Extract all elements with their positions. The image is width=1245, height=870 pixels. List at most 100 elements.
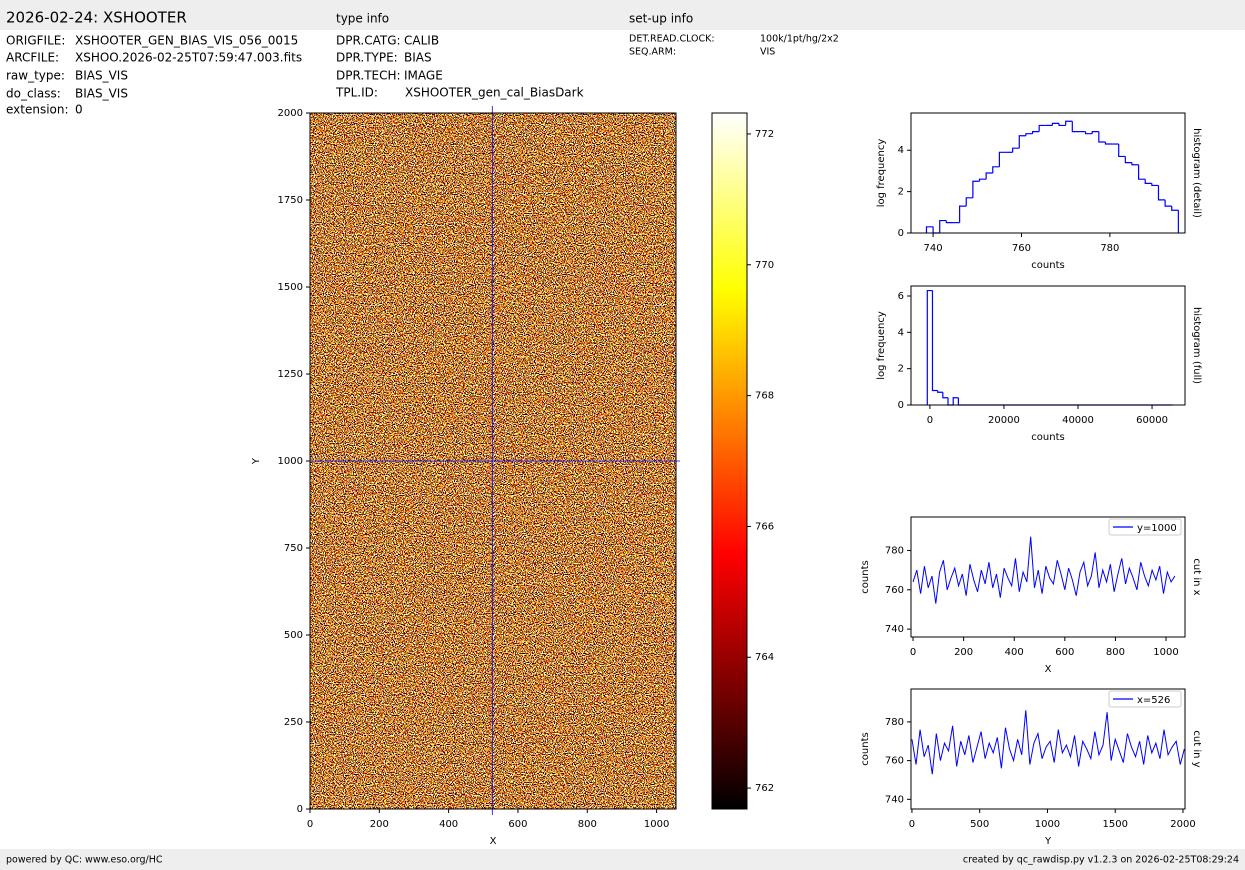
x-axis-label: X [490, 836, 497, 847]
info-label: ORIGFILE: [6, 34, 65, 48]
y-tick-label: 1250 [278, 369, 303, 380]
histogram-step [978, 178, 987, 182]
histogram-step [937, 390, 943, 393]
header-bar [0, 0, 1245, 30]
x-tick-label: 1000 [1153, 647, 1178, 658]
histogram-step [1038, 124, 1046, 132]
panel: 740 760 780 0 2 4 counts log frequency histogram… [876, 112, 1202, 271]
type-info-title: type info [336, 12, 389, 26]
axes-frame [910, 285, 1186, 406]
histogram-step [1104, 141, 1113, 145]
histogram-step [1012, 147, 1020, 153]
x-axis-label: counts [1031, 432, 1064, 443]
footer-right: created by qc_rawdisp.py v1.2.3 on 2026-… [963, 855, 1239, 866]
histogram-step [1051, 122, 1060, 126]
x-tick-label: 200 [954, 647, 973, 658]
y-tick-label: 764 [755, 652, 774, 663]
page-title: 2026-02-24: XSHOOTER [6, 9, 187, 27]
histogram-step [1157, 185, 1166, 201]
axes-frame [711, 112, 748, 810]
x-tick-label: 20000 [988, 415, 1020, 426]
y-tick-label: 772 [755, 129, 774, 140]
info-value: XSHOOTER_GEN_BIAS_VIS_056_0015 [75, 34, 298, 48]
axes-frame [910, 112, 1186, 234]
y-axis-label: log frequency [876, 139, 887, 208]
histogram-step [1071, 121, 1079, 133]
histogram-step [1151, 183, 1159, 187]
panel: 0 200 400 600 800 1000 0 250 500 750 1000 1250 1500 1… [251, 106, 680, 847]
info-value: XSHOOTER_gen_cal_BiasDark [405, 86, 584, 100]
info-label: DET.READ.CLOCK: [629, 34, 715, 45]
histogram-step [1091, 131, 1099, 134]
y-tick-label: 762 [755, 783, 774, 794]
histogram-step [1065, 120, 1073, 126]
colorbar-gradient [712, 113, 747, 809]
y-axis-label: log frequency [876, 311, 887, 380]
footer-left: powered by QC: www.eso.org/HC [6, 855, 163, 866]
panel: 0 20000 40000 60000 0 2 4 6 counts log frequency h… [876, 285, 1202, 443]
info-label: do_class: [6, 87, 61, 101]
x-tick-label: 0 [910, 647, 916, 658]
histogram-step [998, 151, 1007, 167]
histogram-step [1098, 131, 1106, 143]
histogram-step [1144, 179, 1152, 184]
histogram-step [1018, 135, 1026, 149]
histogram-step [1031, 131, 1040, 134]
y-axis-label: counts [860, 560, 871, 593]
histogram-step [959, 205, 967, 223]
y-tick-label: 760 [885, 756, 904, 767]
side-label: cut in y [1191, 730, 1202, 767]
y-tick-label: 2 [898, 364, 904, 375]
histogram-step [925, 226, 934, 233]
y-tick-label: 766 [755, 521, 774, 532]
histogram-step [992, 166, 1000, 173]
info-label: ARCFILE: [6, 51, 59, 65]
side-label: histogram (full) [1191, 307, 1202, 384]
info-label: DPR.TECH: [336, 69, 401, 83]
y-tick-label: 4 [898, 145, 904, 156]
info-value: IMAGE [404, 69, 443, 83]
histogram-step [926, 289, 933, 405]
x-tick-label: 780 [1100, 243, 1119, 254]
x-tick-label: 0 [927, 415, 933, 426]
histogram-step [985, 172, 993, 180]
x-tick-label: 60000 [1136, 415, 1168, 426]
info-value: BIAS_VIS [75, 69, 128, 83]
x-tick-label: 0 [909, 819, 915, 830]
y-tick-label: 4 [898, 327, 904, 338]
histogram-step [1058, 123, 1066, 127]
x-tick-label: 0 [307, 819, 313, 830]
setup-info-title: set-up info [629, 12, 693, 26]
y-tick-label: 768 [755, 391, 774, 402]
x-axis-label: Y [1044, 836, 1052, 847]
x-tick-label: 600 [1055, 647, 1074, 658]
y-tick-label: 1750 [278, 195, 303, 206]
y-tick-label: 500 [284, 630, 303, 641]
y-tick-label: 740 [885, 794, 904, 805]
legend-label: x=526 [1137, 695, 1170, 706]
legend-box [1108, 690, 1182, 708]
histogram-step [939, 219, 947, 233]
x-tick-label: 2000 [1170, 819, 1195, 830]
y-axis-label: Y [251, 457, 262, 465]
info-label: raw_type: [6, 69, 65, 83]
histogram-step [972, 180, 980, 198]
x-tick-label: 1500 [1102, 819, 1127, 830]
x-axis-label: counts [1031, 260, 1064, 271]
cut-line [911, 710, 1185, 775]
info-label: TPL.ID: [335, 86, 378, 100]
axes-frame [910, 688, 1186, 810]
histogram-step [1025, 133, 1033, 136]
x-tick-label: 600 [508, 819, 527, 830]
info-value: BIAS_VIS [75, 87, 128, 101]
histogram-step [931, 290, 938, 392]
histogram-step [942, 392, 949, 399]
cut-line [912, 536, 1176, 604]
x-tick-label: 400 [439, 819, 458, 830]
footer-bar [0, 849, 1245, 870]
histogram-step [1171, 206, 1179, 211]
side-label: histogram (detail) [1191, 128, 1202, 218]
info-value: XSHOO.2026-02-25T07:59:47.003.fits [75, 51, 302, 65]
